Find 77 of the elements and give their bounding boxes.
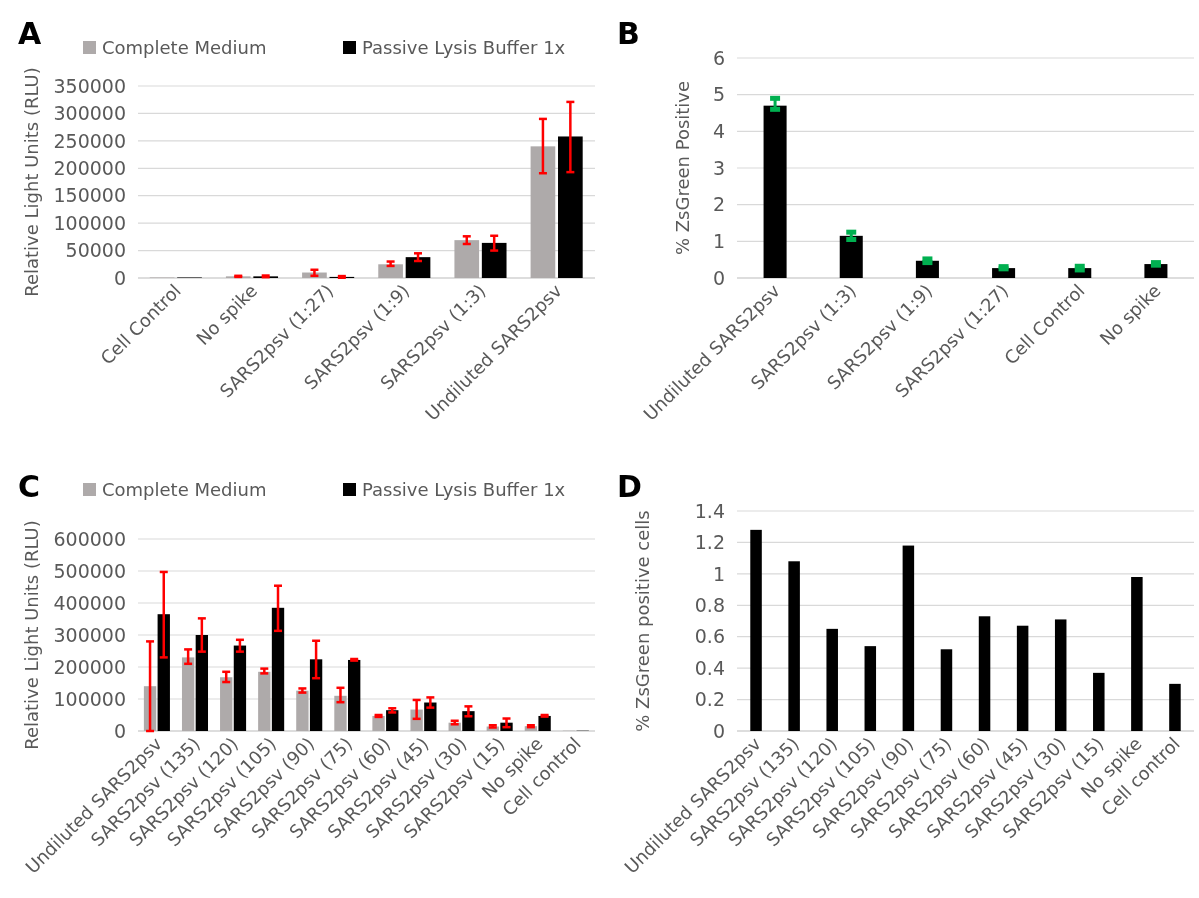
- y-tick-label: 0.6: [694, 625, 725, 648]
- legend-label: Passive Lysis Buffer 1x: [362, 479, 566, 501]
- bar: [978, 616, 991, 731]
- bar: [296, 690, 309, 731]
- chart-title: D: [617, 469, 642, 504]
- y-tick-label: 300000: [53, 623, 126, 646]
- y-tick-label: 100000: [53, 687, 126, 710]
- legend-label: Complete Medium: [102, 37, 267, 59]
- y-tick-label: 600000: [53, 527, 126, 550]
- bar: [195, 635, 209, 731]
- bar: [1131, 577, 1143, 731]
- chart-title: C: [18, 469, 41, 504]
- bar: [750, 529, 762, 731]
- y-tick-label: 1.2: [694, 531, 725, 554]
- y-axis-title: % ZsGreen Positive: [672, 80, 693, 256]
- chart-title: A: [18, 16, 42, 51]
- y-tick-label: 0: [113, 266, 126, 289]
- y-tick-label: 3: [712, 156, 725, 179]
- bar: [902, 545, 915, 731]
- y-tick-label: 400000: [53, 591, 126, 614]
- y-tick-label: 6: [712, 46, 725, 69]
- y-tick-label: 5: [712, 83, 725, 106]
- bar: [424, 702, 437, 731]
- bar: [386, 710, 399, 731]
- y-tick-label: 0.8: [694, 593, 725, 616]
- bar: [481, 242, 507, 278]
- y-tick-label: 150000: [53, 184, 126, 207]
- bar: [405, 257, 431, 278]
- bar: [558, 136, 583, 278]
- y-tick-label: 4: [712, 119, 725, 142]
- y-tick-label: 0.4: [694, 656, 725, 679]
- bar: [826, 628, 838, 731]
- bar: [258, 671, 271, 731]
- bar: [334, 695, 347, 731]
- y-tick-label: 0.2: [694, 688, 725, 711]
- bar: [271, 607, 285, 731]
- y-axis-title: % ZsGreen positive cells: [632, 510, 653, 732]
- bar: [348, 659, 361, 731]
- bar: [1169, 683, 1181, 731]
- bar: [220, 677, 233, 731]
- bar: [233, 645, 247, 731]
- bar: [181, 657, 195, 731]
- bar: [378, 264, 403, 278]
- y-tick-label: 350000: [53, 74, 126, 97]
- legend-label: Complete Medium: [102, 479, 267, 501]
- bar: [839, 235, 863, 278]
- y-tick-label: 1.4: [694, 499, 725, 522]
- bar: [940, 649, 953, 731]
- y-tick-label: 50000: [65, 239, 126, 262]
- y-tick-label: 1: [712, 229, 725, 252]
- y-tick-label: 100000: [53, 211, 126, 234]
- bar: [530, 146, 556, 278]
- bar: [788, 561, 800, 731]
- y-tick-label: 2: [712, 193, 725, 216]
- y-tick-label: 200000: [53, 655, 126, 678]
- y-tick-label: 250000: [53, 129, 126, 152]
- y-tick-label: 0: [712, 719, 725, 742]
- bar: [864, 646, 877, 731]
- chart-title: B: [617, 16, 640, 51]
- bar: [763, 105, 787, 278]
- y-tick-label: 500000: [53, 559, 126, 582]
- y-axis-title: Relative Light Units (RLU): [21, 67, 42, 297]
- y-tick-label: 300000: [53, 102, 126, 125]
- bar: [1093, 672, 1105, 731]
- bar: [454, 240, 480, 278]
- y-tick-label: 1: [712, 562, 725, 585]
- y-tick-label: 200000: [53, 156, 126, 179]
- y-axis-title: Relative Light Units (RLU): [21, 520, 42, 750]
- legend-label: Passive Lysis Buffer 1x: [362, 37, 566, 59]
- bar: [372, 715, 385, 731]
- y-tick-label: 0: [712, 266, 725, 289]
- bar: [1016, 625, 1029, 731]
- bar: [538, 715, 551, 731]
- y-tick-label: 0: [113, 719, 126, 742]
- bar: [1054, 619, 1067, 731]
- bar: [309, 659, 323, 731]
- bar: [157, 614, 170, 731]
